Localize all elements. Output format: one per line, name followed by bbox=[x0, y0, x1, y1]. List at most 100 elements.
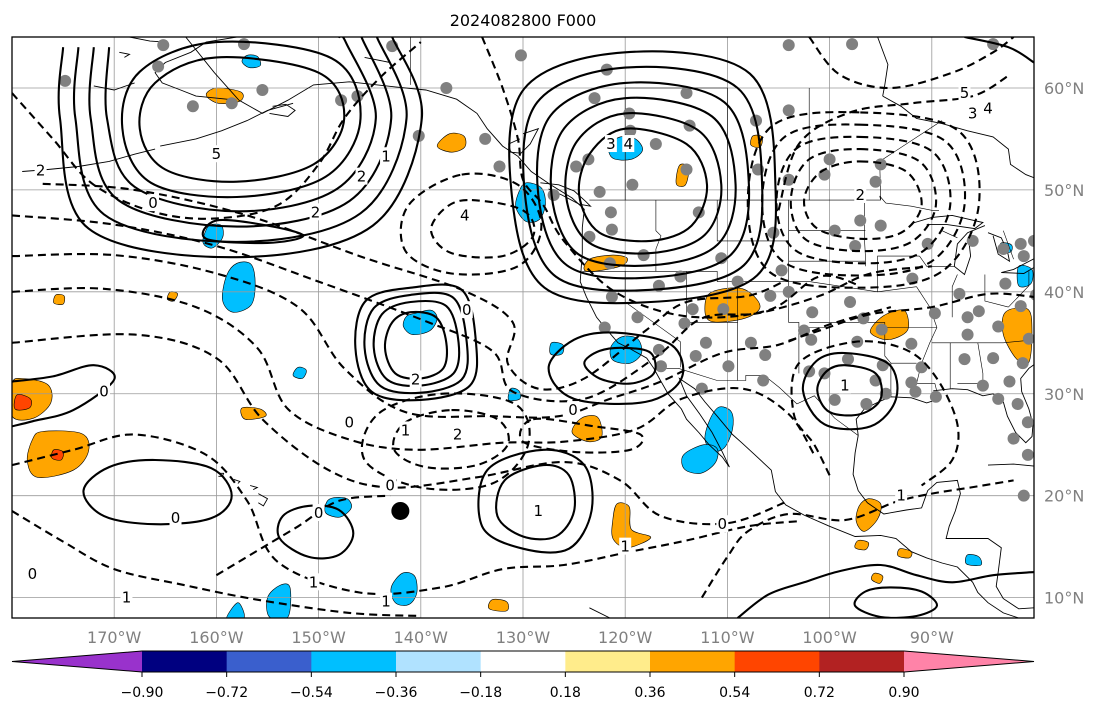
colorbar-tick-label: 0.54 bbox=[719, 685, 750, 701]
negative-contour bbox=[360, 392, 531, 491]
station-marker bbox=[764, 289, 777, 302]
station-marker bbox=[757, 374, 770, 387]
station-marker bbox=[992, 392, 1005, 405]
contour-label-knockout bbox=[982, 99, 995, 117]
contour-label-knockout bbox=[460, 301, 473, 319]
contour-label-knockout bbox=[384, 476, 397, 494]
station-marker bbox=[849, 239, 862, 252]
contour-label-knockout bbox=[343, 413, 356, 431]
station-marker bbox=[921, 237, 934, 250]
coastline bbox=[877, 37, 889, 97]
contour-label: 2 bbox=[311, 203, 321, 221]
buoy-marker bbox=[391, 501, 410, 520]
station-marker bbox=[351, 90, 364, 103]
contour-label-knockout bbox=[169, 509, 182, 527]
station-marker bbox=[775, 264, 788, 277]
coastline bbox=[852, 435, 1034, 610]
contour-label: 1 bbox=[896, 487, 906, 505]
station-marker bbox=[905, 376, 918, 389]
contour-label: 3 bbox=[968, 104, 978, 122]
latitude-tick-labels: 10°N 20°N 30°N 40°N 50°N 60°N bbox=[1044, 79, 1084, 608]
station-marker bbox=[605, 290, 618, 303]
positive-contour bbox=[535, 81, 751, 280]
colorbar-tick-label: −0.72 bbox=[205, 685, 248, 701]
station-marker bbox=[686, 303, 699, 316]
contour-label: 0 bbox=[28, 565, 38, 583]
longitude-tick-label: 130°W bbox=[496, 628, 551, 647]
positive-contour bbox=[564, 112, 723, 255]
border-line bbox=[1008, 271, 1030, 308]
station-marker bbox=[237, 38, 250, 51]
station-marker bbox=[869, 175, 882, 188]
anomaly-fill-region bbox=[681, 444, 719, 474]
station-marker bbox=[860, 397, 873, 410]
positive-contour bbox=[577, 127, 709, 243]
contour-label-knockout bbox=[399, 421, 412, 439]
contour-label: 2 bbox=[357, 168, 367, 186]
station-marker bbox=[593, 185, 606, 198]
contour-label: 2 bbox=[36, 162, 46, 180]
contour-label: 5 bbox=[960, 84, 970, 102]
positive-contour bbox=[522, 65, 764, 292]
anomaly-fill-region bbox=[324, 497, 352, 518]
border-line bbox=[884, 322, 892, 397]
negative-contour bbox=[790, 340, 960, 487]
contour-label-knockout bbox=[532, 501, 545, 519]
negative-contour bbox=[12, 287, 816, 456]
coastline bbox=[93, 82, 135, 91]
colorbar-segment bbox=[734, 651, 820, 672]
longitude-tick-label: 100°W bbox=[802, 628, 857, 647]
positive-contour bbox=[816, 364, 883, 417]
border-line bbox=[1003, 230, 1014, 260]
station-marker bbox=[1021, 448, 1034, 461]
negative-contour bbox=[429, 199, 536, 259]
contour-label-knockout bbox=[309, 203, 322, 221]
positive-contour bbox=[82, 458, 233, 526]
station-marker bbox=[583, 230, 596, 243]
station-marker bbox=[976, 379, 989, 392]
station-marker bbox=[547, 188, 560, 201]
contour-label-knockout bbox=[838, 376, 851, 394]
border-line bbox=[877, 255, 920, 292]
station-marker bbox=[514, 49, 527, 62]
colorbar-segment bbox=[226, 651, 312, 672]
anomaly-fill-region bbox=[53, 293, 66, 305]
border-line bbox=[655, 200, 662, 272]
negative-contour bbox=[12, 41, 422, 220]
contour-label: 0 bbox=[344, 413, 354, 431]
coastline bbox=[540, 182, 592, 207]
station-marker bbox=[186, 100, 199, 113]
border-line bbox=[879, 195, 939, 211]
station-marker bbox=[603, 257, 616, 270]
contour-label-knockout bbox=[958, 84, 971, 102]
station-marker bbox=[1022, 332, 1034, 345]
coastline bbox=[987, 463, 1034, 467]
border-line bbox=[951, 274, 958, 318]
contour-label-knockout bbox=[26, 565, 39, 583]
contour-label: 1 bbox=[122, 589, 132, 607]
station-marker bbox=[678, 317, 691, 330]
colorbar-segment bbox=[650, 651, 736, 672]
colorbar-tick-label: −0.18 bbox=[459, 685, 502, 701]
latitude-tick-label: 30°N bbox=[1044, 385, 1084, 404]
anomaly-fill-region bbox=[897, 548, 913, 559]
contour-label: 1 bbox=[620, 538, 630, 556]
positive-contour bbox=[495, 463, 576, 541]
colorbar-segment bbox=[142, 651, 228, 672]
station-marker bbox=[844, 296, 857, 309]
contour-label: 0 bbox=[171, 509, 181, 527]
contour-label: 4 bbox=[623, 135, 633, 153]
negative-contour bbox=[12, 214, 932, 403]
station-marker bbox=[987, 352, 1000, 365]
contour-label: 1 bbox=[381, 147, 391, 165]
coastline bbox=[218, 472, 225, 477]
negative-contour bbox=[777, 74, 1009, 211]
colorbar-segment bbox=[480, 651, 566, 672]
contour-label-knockout bbox=[97, 382, 110, 400]
positive-contour bbox=[12, 364, 116, 428]
contour-label-knockout bbox=[355, 167, 368, 185]
coastline bbox=[364, 56, 391, 63]
station-marker bbox=[598, 321, 611, 334]
latitude-tick-label: 10°N bbox=[1044, 589, 1084, 608]
